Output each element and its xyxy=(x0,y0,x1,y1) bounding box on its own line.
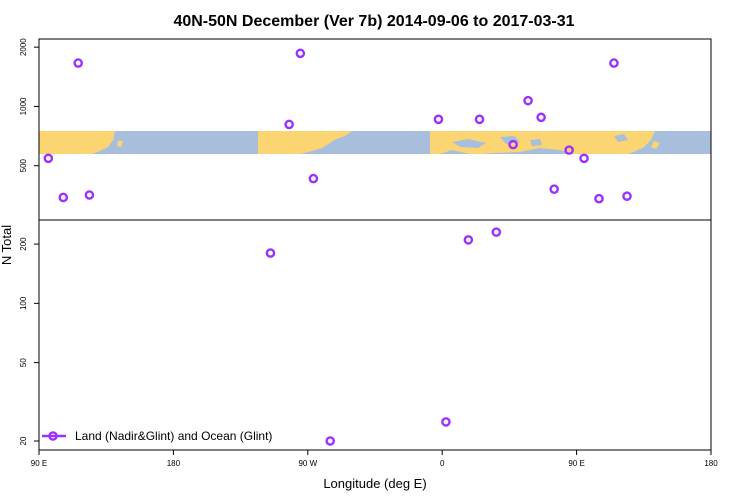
y-tick-label-4: 500 xyxy=(19,158,28,172)
legend: Land (Nadir&Glint) and Ocean (Glint) xyxy=(42,429,272,443)
y-tick-label-0: 20 xyxy=(19,436,28,445)
axes: 90 E 180 90 W 0 90 E 180 20 50 100 200 500 1000 2000 xyxy=(19,38,718,468)
data-points xyxy=(43,48,632,446)
data-point-19 xyxy=(579,153,589,164)
data-point-22 xyxy=(622,191,632,202)
data-point-3 xyxy=(84,190,95,200)
map-land xyxy=(39,131,660,154)
legend-marker xyxy=(48,431,58,441)
data-point-12 xyxy=(474,114,485,125)
data-point-14 xyxy=(508,139,518,150)
data-point-21 xyxy=(609,58,619,68)
x-tick-label-0: 90 E xyxy=(31,459,47,468)
x-tick-label-3: 0 xyxy=(440,459,445,468)
x-axis-label: Longitude (deg E) xyxy=(323,476,426,491)
y-tick-label-1: 50 xyxy=(19,358,28,367)
data-point-20 xyxy=(594,193,604,204)
chart-title: 40N-50N December (Ver 7b) 2014-09-06 to … xyxy=(173,13,574,30)
data-point-0 xyxy=(43,153,54,164)
data-point-6 xyxy=(295,48,306,59)
x-tick-label-1: 180 xyxy=(167,459,181,468)
y-tick-label-6: 2000 xyxy=(19,38,28,56)
y-tick-label-2: 100 xyxy=(19,296,28,310)
data-point-15 xyxy=(523,95,533,106)
data-point-7 xyxy=(308,173,319,184)
x-tick-label-2: 90 W xyxy=(298,459,317,468)
world-map-strip xyxy=(39,131,711,154)
data-point-8 xyxy=(325,436,336,446)
data-point-10 xyxy=(441,417,451,427)
data-point-4 xyxy=(265,248,276,258)
x-tick-label-5: 180 xyxy=(704,459,718,468)
y-axis-label: N Total xyxy=(0,225,14,265)
data-point-2 xyxy=(73,58,83,68)
data-point-11 xyxy=(463,235,474,245)
data-point-16 xyxy=(536,112,546,123)
y-tick-label-3: 200 xyxy=(19,237,28,251)
legend-label: Land (Nadir&Glint) and Ocean (Glint) xyxy=(75,429,272,443)
x-tick-label-4: 90 E xyxy=(568,459,584,468)
data-point-1 xyxy=(58,192,69,203)
plot-frame xyxy=(38,38,712,451)
data-point-9 xyxy=(433,114,444,125)
data-point-13 xyxy=(491,227,502,237)
data-point-5 xyxy=(284,119,294,130)
data-point-18 xyxy=(564,145,574,155)
y-tick-label-5: 1000 xyxy=(19,97,28,115)
data-point-17 xyxy=(549,184,560,194)
